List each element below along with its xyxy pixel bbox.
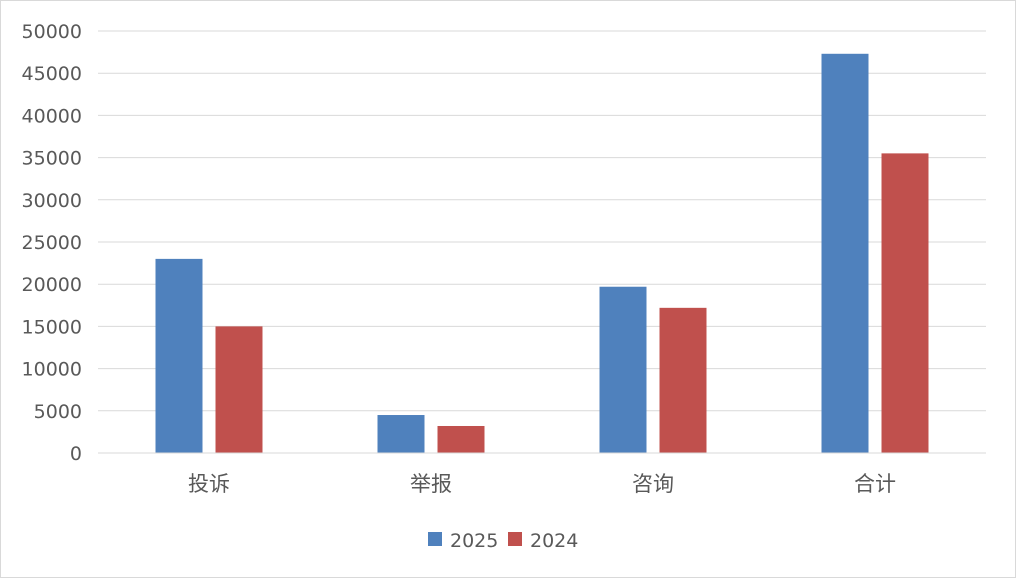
bar-2025-1 [377, 415, 425, 453]
bar-2025-3 [821, 53, 869, 454]
x-category-label: 举报 [410, 472, 452, 496]
x-axis-category-labels: 投诉 举报 咨询 合计 [188, 472, 896, 496]
legend-swatch-2024 [508, 532, 522, 546]
legend-swatch-2025 [428, 532, 442, 546]
x-category-label: 咨询 [632, 472, 674, 496]
bar-2024-0 [215, 326, 263, 453]
legend: 2025 2024 [428, 530, 578, 552]
x-category-label: 合计 [854, 472, 896, 496]
y-tick-label: 45000 [22, 63, 82, 85]
bar-2024-1 [437, 425, 485, 453]
y-axis-tick-labels: 0 5000 10000 15000 20000 25000 30000 35000 40000… [22, 21, 82, 465]
x-category-label: 投诉 [188, 472, 230, 496]
y-tick-label: 10000 [22, 359, 82, 381]
y-tick-label: 20000 [22, 274, 82, 296]
y-tick-label: 5000 [34, 401, 82, 423]
y-tick-label: 30000 [22, 190, 82, 212]
y-tick-label: 50000 [22, 21, 82, 43]
y-tick-label: 35000 [22, 148, 82, 170]
y-tick-label: 15000 [22, 316, 82, 338]
bar-2024-2 [659, 307, 707, 453]
legend-label: 2024 [530, 530, 578, 552]
y-tick-label: 40000 [22, 105, 82, 127]
bar-2025-2 [599, 286, 647, 453]
y-tick-label: 25000 [22, 232, 82, 254]
bar-2025-0 [155, 258, 203, 453]
y-tick-label: 0 [70, 443, 82, 465]
legend-label: 2025 [450, 530, 498, 552]
bar-2024-3 [881, 153, 929, 453]
bars [155, 53, 929, 454]
